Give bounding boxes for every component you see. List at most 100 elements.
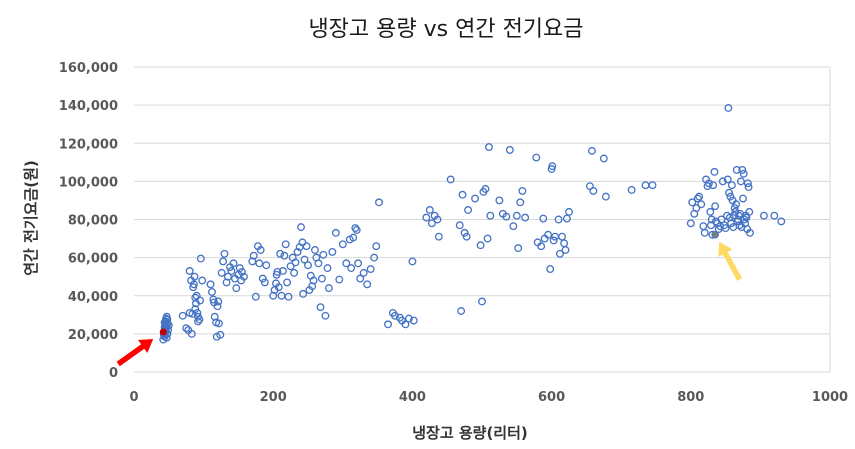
data-point [512, 211, 521, 220]
data-point [485, 143, 493, 152]
data-point [302, 242, 311, 251]
data-point [599, 154, 608, 163]
data-point [187, 329, 196, 338]
data-point [521, 213, 530, 222]
data-point [746, 228, 754, 237]
data-point [274, 283, 283, 292]
data-point [375, 198, 383, 207]
data-point [422, 213, 431, 222]
data-point [347, 264, 356, 273]
data-point [195, 315, 204, 324]
data-point [164, 321, 173, 330]
data-point [537, 242, 546, 251]
data-point [384, 320, 392, 329]
data-point [213, 302, 222, 311]
data-point [311, 246, 319, 254]
data-point [446, 175, 455, 184]
data-point [601, 192, 610, 201]
data-point [532, 153, 541, 162]
data-point [404, 314, 413, 323]
data-point [481, 185, 490, 193]
data-point [745, 207, 754, 216]
data-point [319, 250, 328, 259]
data-point [686, 219, 695, 228]
data-point [273, 267, 282, 276]
data-point [711, 202, 720, 211]
data-point [278, 267, 287, 275]
x-tick-label: 400 [399, 390, 426, 405]
data-point [185, 267, 194, 275]
data-point [697, 200, 706, 209]
highlighted-point [159, 328, 167, 336]
data-point [718, 177, 727, 186]
data-point [433, 215, 442, 224]
data-point [743, 179, 752, 188]
data-point [262, 261, 271, 270]
data-point [462, 232, 471, 241]
data-point [162, 314, 170, 323]
data-point [562, 214, 571, 223]
data-point [548, 162, 557, 171]
data-point [409, 316, 418, 325]
y-tick-label: 100,000 [59, 175, 118, 190]
data-point [401, 320, 410, 329]
x-tick-label: 1000 [812, 390, 848, 405]
data-point [314, 259, 323, 268]
data-point [227, 267, 236, 275]
y-tick-label: 60,000 [68, 252, 118, 267]
data-point [391, 311, 399, 320]
red-arrow-icon [116, 339, 154, 367]
data-point [589, 186, 598, 195]
data-point [162, 333, 171, 342]
data-point [425, 206, 434, 214]
data-point [695, 192, 704, 201]
data-point [198, 276, 207, 285]
data-point [707, 215, 716, 224]
data-point [471, 194, 479, 203]
data-point [408, 257, 417, 266]
y-tick-label: 80,000 [68, 214, 118, 229]
data-point [366, 265, 375, 274]
data-point [544, 230, 553, 239]
data-point [556, 249, 564, 258]
data-point [363, 280, 372, 289]
data-point [240, 272, 248, 281]
data-point [546, 265, 555, 274]
data-point [706, 207, 715, 216]
data-point [249, 251, 258, 260]
data-point [539, 214, 548, 223]
data-point [744, 183, 753, 192]
data-point [232, 284, 241, 293]
data-point [342, 259, 351, 268]
x-tick-label: 800 [677, 390, 704, 405]
data-point [191, 305, 200, 314]
data-point [235, 264, 244, 273]
data-point [359, 268, 368, 277]
data-point [317, 274, 326, 283]
data-point [304, 261, 312, 270]
data-point [723, 175, 732, 184]
data-point [455, 221, 464, 230]
data-point [216, 330, 225, 339]
data-point [255, 259, 264, 268]
data-point [323, 264, 332, 273]
data-point [219, 257, 228, 266]
data-point [478, 297, 486, 306]
data-point [727, 181, 736, 190]
data-point [190, 272, 199, 281]
data-point [220, 249, 229, 258]
data-point [505, 145, 514, 154]
data-point [721, 224, 730, 233]
data-point [286, 262, 295, 271]
data-point [297, 223, 305, 232]
data-point [777, 217, 786, 226]
data-point [299, 289, 308, 298]
data-point [502, 212, 511, 221]
data-point [258, 274, 267, 283]
data-point [351, 224, 360, 233]
data-point [260, 278, 269, 287]
data-point [710, 167, 719, 176]
data-point [561, 246, 570, 254]
y-axis-label: 연간 전기요금(원) [22, 160, 40, 276]
